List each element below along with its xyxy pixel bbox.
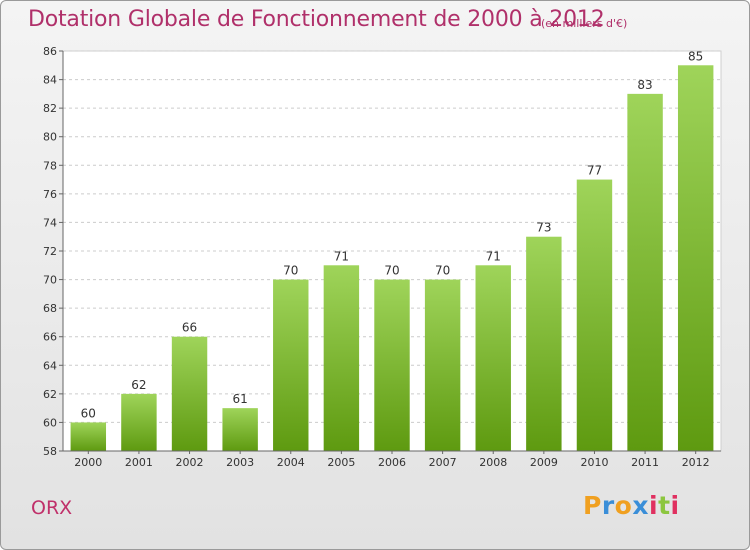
- bar: [526, 236, 562, 451]
- x-tick-label: 2004: [277, 456, 305, 469]
- proxiti-logo: Proxiti: [583, 491, 680, 520]
- y-tick-label: 80: [43, 131, 57, 144]
- y-tick-label: 58: [43, 445, 57, 458]
- bar: [273, 279, 309, 451]
- y-tick-label: 60: [43, 416, 57, 429]
- bar-value-label: 66: [182, 321, 197, 335]
- y-tick-label: 86: [43, 45, 57, 58]
- x-tick-label: 2010: [580, 456, 608, 469]
- bar: [576, 179, 613, 452]
- bar-value-label: 71: [334, 249, 349, 263]
- y-tick-label: 66: [43, 331, 57, 344]
- bar-value-label: 73: [536, 221, 551, 235]
- x-tick-label: 2011: [631, 456, 659, 469]
- bar-value-label: 71: [486, 249, 501, 263]
- logo-letter: o: [614, 491, 633, 520]
- y-tick-label: 70: [43, 274, 57, 287]
- logo-letter: i: [670, 491, 680, 520]
- bar-value-label: 70: [384, 264, 399, 278]
- x-tick-label: 2008: [479, 456, 507, 469]
- x-tick-label: 2009: [530, 456, 558, 469]
- bar-value-label: 70: [283, 264, 298, 278]
- x-tick-label: 2012: [682, 456, 710, 469]
- y-tick-label: 82: [43, 102, 57, 115]
- bar-value-label: 83: [637, 78, 652, 92]
- bar: [475, 265, 511, 451]
- chart-title: Dotation Globale de Fonctionnement de 20…: [28, 7, 605, 32]
- bar-value-label: 85: [688, 49, 703, 63]
- logo-letter: t: [658, 491, 671, 520]
- y-tick-label: 72: [43, 245, 57, 258]
- logo-letter: x: [632, 491, 649, 520]
- bar-value-label: 60: [81, 406, 96, 420]
- bar: [677, 65, 714, 452]
- bar-value-label: 62: [131, 378, 146, 392]
- bar: [222, 408, 258, 451]
- x-tick-label: 2002: [176, 456, 204, 469]
- x-tick-label: 2003: [226, 456, 254, 469]
- y-tick-label: 78: [43, 159, 57, 172]
- x-tick-label: 2007: [429, 456, 457, 469]
- y-tick-label: 76: [43, 188, 57, 201]
- bar-value-label: 61: [233, 392, 248, 406]
- bar-value-label: 77: [587, 164, 602, 178]
- bar-value-label: 70: [435, 264, 450, 278]
- x-tick-label: 2000: [74, 456, 102, 469]
- logo-letter: r: [601, 491, 615, 520]
- bar: [70, 422, 107, 451]
- logo-letter: i: [649, 491, 659, 520]
- bar: [374, 279, 410, 451]
- city-name: ORX: [31, 497, 73, 519]
- y-tick-label: 74: [43, 216, 57, 229]
- bar: [323, 265, 360, 451]
- bar: [171, 336, 208, 451]
- x-tick-label: 2006: [378, 456, 406, 469]
- logo-letter: P: [583, 491, 602, 520]
- bar: [121, 393, 157, 451]
- x-tick-label: 2001: [125, 456, 153, 469]
- bar: [424, 279, 461, 451]
- bar: [627, 93, 663, 451]
- y-tick-label: 84: [43, 74, 57, 87]
- chart-subtitle: (en milliers d'€): [541, 17, 628, 30]
- y-tick-label: 62: [43, 388, 57, 401]
- y-tick-label: 68: [43, 302, 57, 315]
- y-tick-label: 64: [43, 359, 57, 372]
- x-tick-label: 2005: [327, 456, 355, 469]
